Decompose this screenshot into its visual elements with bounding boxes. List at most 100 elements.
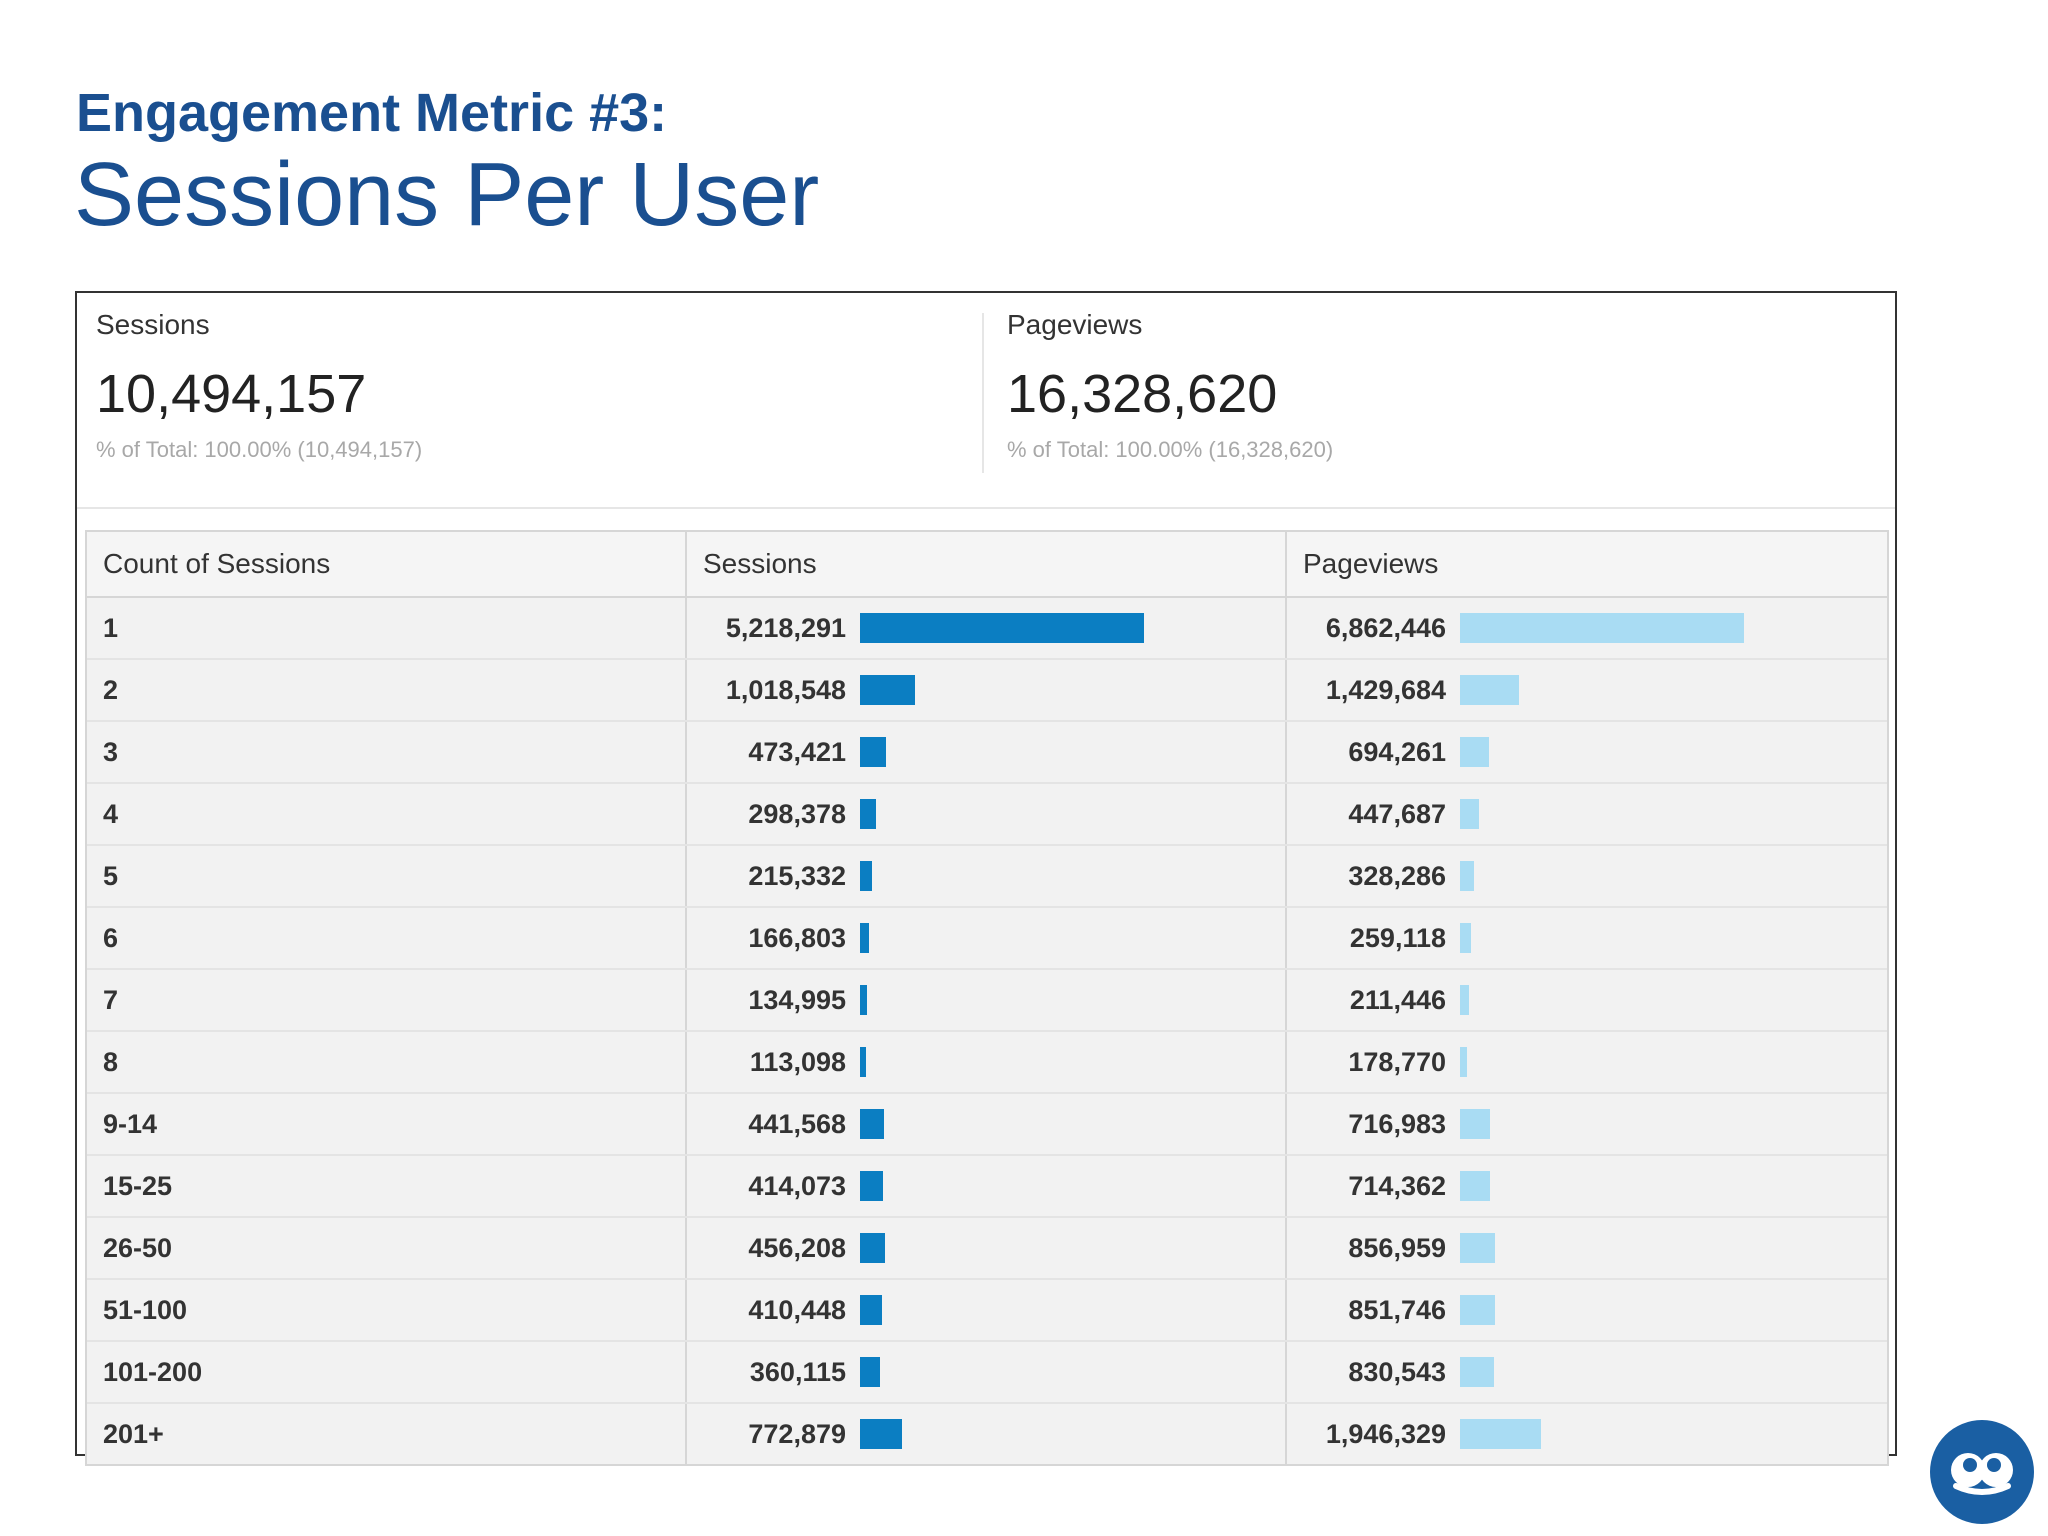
table-row[interactable]: 51-100 410,448 851,746 bbox=[87, 1280, 1887, 1342]
table-row[interactable]: 26-50 456,208 856,959 bbox=[87, 1218, 1887, 1280]
sessions-cell: 456,208 bbox=[687, 1218, 1287, 1278]
sessions-value: 298,378 bbox=[748, 798, 846, 829]
pageviews-value: 830,543 bbox=[1348, 1356, 1446, 1387]
pageviews-cell: 714,362 bbox=[1287, 1156, 1887, 1216]
pageviews-cell: 447,687 bbox=[1287, 784, 1887, 844]
table-row[interactable]: 8 113,098 178,770 bbox=[87, 1032, 1887, 1094]
slide-title: Sessions Per User bbox=[74, 145, 820, 245]
pageviews-scorecard-note: % of Total: 100.00% (16,328,620) bbox=[1007, 437, 1334, 462]
count-of-sessions-cell: 5 bbox=[87, 846, 687, 906]
pageviews-value: 6,862,446 bbox=[1325, 612, 1446, 643]
pageviews-value: 856,959 bbox=[1348, 1232, 1446, 1263]
sessions-bar bbox=[860, 1171, 883, 1201]
pageviews-value: 716,983 bbox=[1348, 1108, 1446, 1139]
sessions-cell: 298,378 bbox=[687, 784, 1287, 844]
pageviews-cell: 716,983 bbox=[1287, 1094, 1887, 1154]
slide-kicker: Engagement Metric #3: bbox=[76, 83, 668, 143]
count-of-sessions-cell: 3 bbox=[87, 722, 687, 782]
table-row[interactable]: 7 134,995 211,446 bbox=[87, 970, 1887, 1032]
pageviews-bar bbox=[1460, 1419, 1541, 1449]
table-row[interactable]: 9-14 441,568 716,983 bbox=[87, 1094, 1887, 1156]
sessions-bar bbox=[860, 1419, 902, 1449]
table-row[interactable]: 5 215,332 328,286 bbox=[87, 846, 1887, 908]
pageviews-value: 1,429,684 bbox=[1325, 674, 1446, 705]
sessions-cell: 1,018,548 bbox=[687, 660, 1287, 720]
sessions-bar bbox=[860, 737, 886, 767]
pageviews-value: 447,687 bbox=[1348, 798, 1446, 829]
pageviews-bar bbox=[1460, 613, 1744, 643]
pageviews-bar bbox=[1460, 675, 1519, 705]
pageviews-bar bbox=[1460, 1295, 1495, 1325]
column-header-sessions[interactable]: Sessions bbox=[687, 532, 1287, 596]
pageviews-cell: 178,770 bbox=[1287, 1032, 1887, 1092]
count-of-sessions-cell: 9-14 bbox=[87, 1094, 687, 1154]
sessions-cell: 215,332 bbox=[687, 846, 1287, 906]
sessions-value: 410,448 bbox=[748, 1294, 846, 1325]
pageviews-value: 694,261 bbox=[1348, 736, 1446, 767]
sessions-value: 360,115 bbox=[749, 1356, 846, 1387]
sessions-bar bbox=[860, 1295, 882, 1325]
pageviews-scorecard-value: 16,328,620 bbox=[1007, 364, 1278, 424]
count-of-sessions-cell: 4 bbox=[87, 784, 687, 844]
sessions-bar bbox=[860, 675, 915, 705]
sessions-scorecard-label: Sessions bbox=[96, 309, 210, 340]
sessions-bar bbox=[860, 1047, 866, 1077]
sessions-bar bbox=[860, 613, 1144, 643]
sessions-cell: 772,879 bbox=[687, 1404, 1287, 1464]
pageviews-cell: 6,862,446 bbox=[1287, 598, 1887, 658]
table-row[interactable]: 3 473,421 694,261 bbox=[87, 722, 1887, 784]
count-of-sessions-cell: 6 bbox=[87, 908, 687, 968]
sessions-bar bbox=[860, 1233, 885, 1263]
sessions-value: 1,018,548 bbox=[725, 674, 846, 705]
pageviews-cell: 211,446 bbox=[1287, 970, 1887, 1030]
pageviews-value: 259,118 bbox=[1349, 922, 1446, 953]
sessions-cell: 5,218,291 bbox=[687, 598, 1287, 658]
table-row[interactable]: 201+ 772,879 1,946,329 bbox=[87, 1404, 1887, 1464]
pageviews-cell: 694,261 bbox=[1287, 722, 1887, 782]
sessions-cell: 360,115 bbox=[687, 1342, 1287, 1402]
sessions-cell: 134,995 bbox=[687, 970, 1287, 1030]
table-row[interactable]: 101-200 360,115 830,543 bbox=[87, 1342, 1887, 1404]
sessions-scorecard[interactable]: Sessions 10,494,157 % of Total: 100.00% … bbox=[96, 311, 422, 461]
sessions-bar bbox=[860, 985, 867, 1015]
pageviews-cell: 830,543 bbox=[1287, 1342, 1887, 1402]
brand-logo bbox=[1930, 1420, 2034, 1524]
sessions-value: 166,803 bbox=[748, 922, 846, 953]
sessions-value: 215,332 bbox=[748, 860, 846, 891]
sessions-value: 414,073 bbox=[748, 1170, 846, 1201]
sessions-bar bbox=[860, 799, 876, 829]
pageviews-value: 714,362 bbox=[1348, 1170, 1446, 1201]
pageviews-bar bbox=[1460, 985, 1469, 1015]
pageviews-bar bbox=[1460, 1109, 1490, 1139]
pageviews-bar bbox=[1460, 1233, 1495, 1263]
sessions-value: 441,568 bbox=[748, 1108, 846, 1139]
column-header-count-of-sessions[interactable]: Count of Sessions bbox=[87, 532, 687, 596]
sessions-cell: 473,421 bbox=[687, 722, 1287, 782]
pageviews-value: 851,746 bbox=[1348, 1294, 1446, 1325]
pageviews-value: 328,286 bbox=[1348, 860, 1446, 891]
sessions-value: 473,421 bbox=[748, 736, 846, 767]
eyes-logo-icon bbox=[1951, 1453, 2013, 1495]
pageviews-scorecard[interactable]: Pageviews 16,328,620 % of Total: 100.00%… bbox=[1007, 311, 1333, 461]
sessions-value: 456,208 bbox=[748, 1232, 846, 1263]
sessions-cell: 166,803 bbox=[687, 908, 1287, 968]
pageviews-cell: 1,946,329 bbox=[1287, 1404, 1887, 1464]
table-header: Count of Sessions Sessions Pageviews bbox=[87, 532, 1887, 598]
pageviews-bar bbox=[1460, 737, 1489, 767]
table-row[interactable]: 15-25 414,073 714,362 bbox=[87, 1156, 1887, 1218]
table-row[interactable]: 1 5,218,291 6,862,446 bbox=[87, 598, 1887, 660]
table-row[interactable]: 2 1,018,548 1,429,684 bbox=[87, 660, 1887, 722]
count-of-sessions-cell: 2 bbox=[87, 660, 687, 720]
pageviews-cell: 259,118 bbox=[1287, 908, 1887, 968]
column-header-pageviews[interactable]: Pageviews bbox=[1303, 548, 1439, 579]
count-of-sessions-cell: 8 bbox=[87, 1032, 687, 1092]
table-row[interactable]: 6 166,803 259,118 bbox=[87, 908, 1887, 970]
pageviews-bar bbox=[1460, 799, 1479, 829]
sessions-cell: 414,073 bbox=[687, 1156, 1287, 1216]
scorecard-divider bbox=[982, 313, 984, 473]
sessions-value: 134,995 bbox=[748, 984, 846, 1015]
pageviews-bar bbox=[1460, 1171, 1490, 1201]
table-row[interactable]: 4 298,378 447,687 bbox=[87, 784, 1887, 846]
count-of-sessions-cell: 51-100 bbox=[87, 1280, 687, 1340]
sessions-bar bbox=[860, 861, 872, 891]
